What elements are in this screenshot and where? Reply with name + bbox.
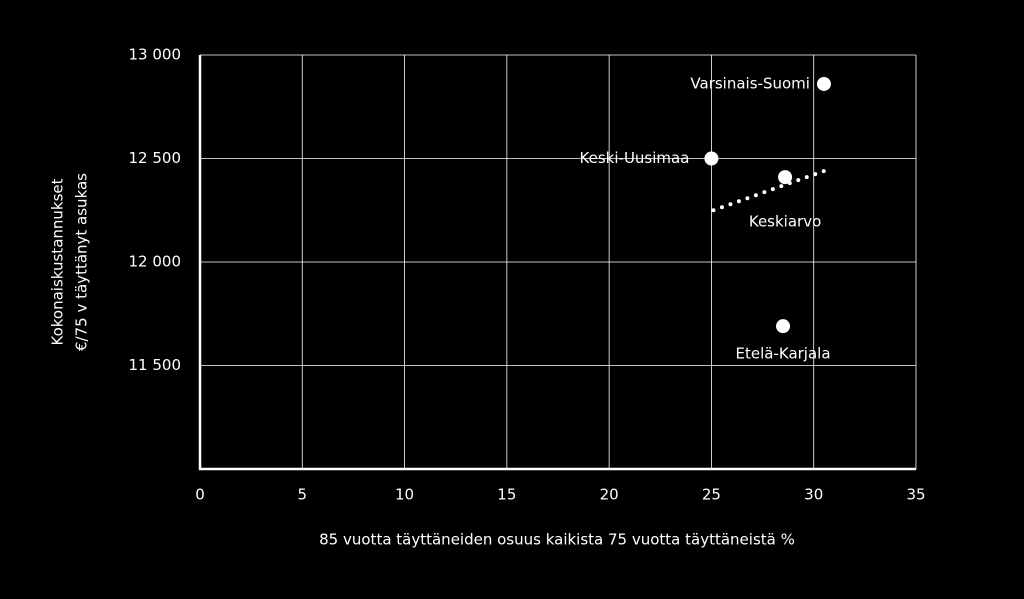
x-tick-label: 25 bbox=[702, 486, 721, 504]
trend-line bbox=[711, 166, 833, 213]
y-tick-label: 11 500 bbox=[129, 356, 182, 374]
x-tick-label: 20 bbox=[600, 486, 619, 504]
y-tick-label: 12 000 bbox=[129, 253, 182, 271]
point bbox=[776, 319, 791, 334]
y-tick-label: 12 500 bbox=[129, 149, 182, 167]
x-tick-label: 0 bbox=[195, 486, 205, 504]
point-label: Keski-Uusimaa bbox=[580, 149, 690, 167]
x-tick-label: 15 bbox=[497, 486, 516, 504]
point bbox=[816, 76, 831, 91]
point-label: Etelä-Karjala bbox=[736, 345, 831, 363]
point-label: Keskiarvo bbox=[749, 213, 821, 231]
point bbox=[778, 170, 793, 185]
x-axis-label: 85 vuotta täyttäneiden osuus kaikista 75… bbox=[319, 531, 795, 549]
x-tick-label: 5 bbox=[298, 486, 308, 504]
point-label: Varsinais-Suomi bbox=[690, 74, 810, 92]
point bbox=[704, 151, 719, 166]
x-tick-label: 10 bbox=[395, 486, 414, 504]
x-tick-label: 30 bbox=[804, 486, 823, 504]
y-axis-label: Kokonaiskustannukset bbox=[49, 178, 67, 345]
y-tick-label: 13 000 bbox=[129, 46, 182, 64]
y-axis-label: €/75 v täyttänyt asukas bbox=[73, 173, 91, 351]
x-tick-label: 35 bbox=[906, 486, 925, 504]
